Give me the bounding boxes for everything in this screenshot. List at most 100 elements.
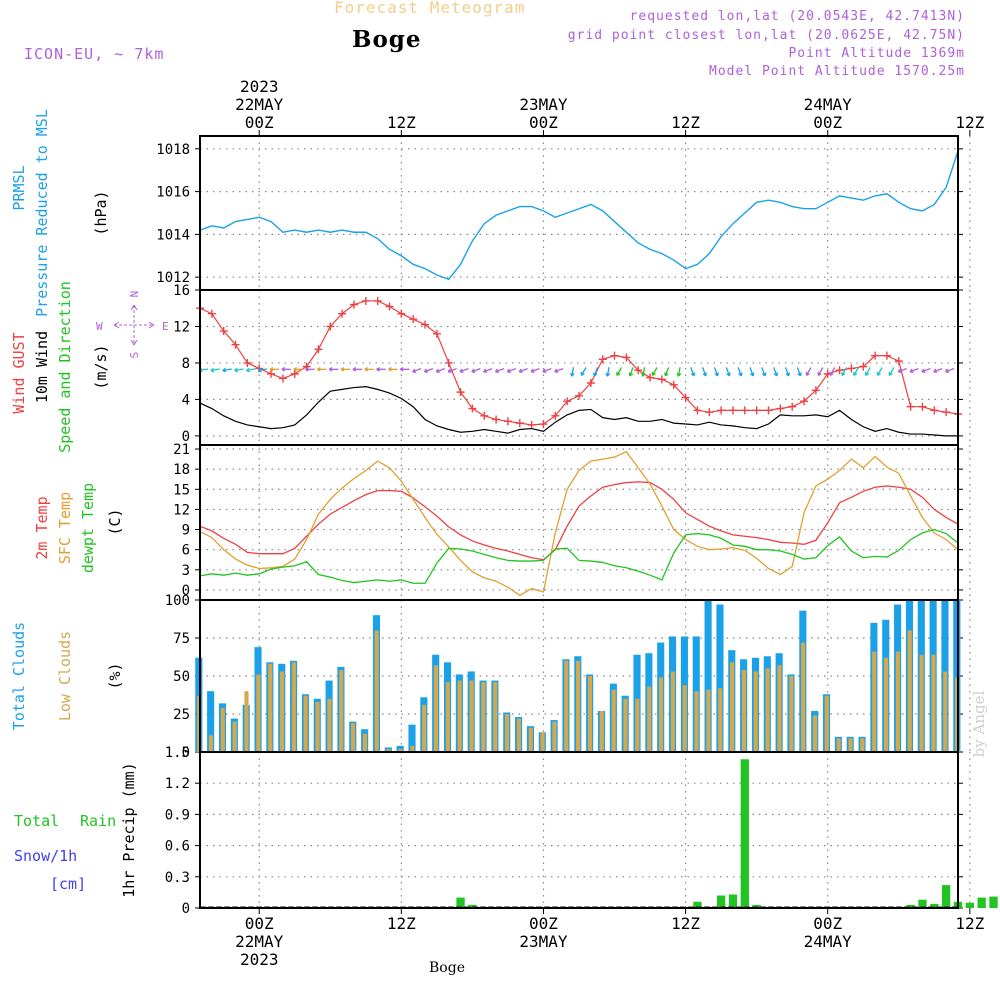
y-tick-label: 100 [165,593,190,609]
gust-marker [847,364,856,373]
requested-coords: requested lon,lat (20.0543E, 42.7413N) [629,9,965,24]
wind-direction-arrowhead [269,366,274,372]
gust-marker [586,379,595,387]
axis-label: 2m Temp [33,496,51,559]
gust-marker [669,380,678,389]
wind-direction-arrow [459,367,469,373]
wind-direction-arrowhead [459,368,464,374]
wind-direction-arrowhead [245,367,250,373]
low-cloud-bar [528,727,533,752]
wind-direction-arrowhead [841,371,846,376]
wind-direction-arrow [888,367,895,376]
low-cloud-bar [268,663,273,752]
wind-direction-arrow [210,368,220,372]
total-cloud-bar [953,600,961,752]
gust-marker [468,404,477,413]
wind-direction-arrow [749,367,754,377]
gust-marker [776,404,785,413]
rain-bar [977,897,986,908]
gust-marker [480,411,489,420]
wind-direction-arrowhead [435,368,440,374]
wind-direction-arrow [876,367,883,376]
y-tick-label: 75 [173,631,190,647]
axis-label: (hPa) [92,190,110,235]
low-cloud-bar [682,685,687,752]
axis-label: Pressure Reduced to MSL [33,109,51,317]
gust-marker [634,366,643,375]
wind-direction-arrowhead [388,366,392,372]
gust-marker [326,322,335,331]
low-cloud-bar [208,735,214,752]
low-cloud-bar [765,668,770,752]
gust-marker [231,340,240,349]
gust-marker [906,402,915,411]
wind-direction-arrowhead [305,366,309,372]
wind-direction-arrow [629,367,634,377]
wind-direction-arrow [258,368,268,372]
wind-direction-arrow [571,367,575,377]
wind-direction-arrow [737,367,742,377]
wind-direction-arrow [829,367,836,376]
panel-1-frame [199,135,959,291]
wind-direction-arrow [412,367,422,373]
axis-label: (m/s) [92,344,110,389]
low-cloud-bar [516,718,521,752]
bottom-time-label: 2023 [240,950,279,969]
axis-label: (C) [106,508,124,535]
y-tick-label: 3 [182,563,190,579]
low-cloud-bar [670,671,675,752]
low-cloud-bar [351,723,356,752]
wind-direction-arrow [909,367,919,373]
wind-direction-arrow [713,367,719,377]
gust-marker [563,397,572,406]
rain-bar [740,759,749,908]
gust-marker [752,406,761,415]
wind-direction-arrowhead [797,372,802,377]
gust-marker [717,406,726,415]
wind-direction-arrow [784,367,790,377]
panel-2-frame [199,289,959,446]
rain-bar [942,885,951,908]
low-cloud-bar [848,738,853,752]
low-cloud-bar [777,665,782,752]
wind-direction-arrowhead [412,368,417,374]
total-cloud-bar [704,600,712,752]
wind-direction-arrowhead [530,368,535,374]
y-tick-label: 0.3 [165,870,190,886]
axis-label: PRMSL [10,165,28,210]
wind-direction-arrowhead [829,371,834,376]
axis-label: Speed and Direction [56,281,74,453]
total-cloud-bar [207,691,215,752]
bottom-time-label: 00Z [245,914,274,933]
top-time-label: 12Z [955,113,984,132]
wind-direction-arrowhead [651,371,656,376]
low-cloud-bar [339,669,344,752]
precip-total-label: Total [14,812,59,830]
wind-direction-arrowhead [933,368,938,374]
compass-e: E [162,320,169,333]
top-time-label: 24MAY [804,95,853,114]
model-altitude: Model Point Altitude 1570.25m [709,64,965,79]
wind-direction-arrowhead [593,372,598,377]
total-cloud-bar [716,604,724,752]
wind-direction-arrowhead [664,372,669,377]
wind-direction-arrowhead [494,368,499,374]
bottom-time-label: 00Z [813,914,842,933]
wind-direction-arrowhead [853,371,858,376]
gust-marker [207,309,216,318]
wind-direction-arrowhead [676,372,682,377]
low-cloud-bar [232,721,237,752]
axis-label: 10m Wind [33,331,51,403]
y-tick-label: 21 [173,442,190,458]
wind-direction-arrowhead [876,371,881,376]
gust-marker [409,315,418,324]
y-tick-label: 0 [182,745,190,761]
low-cloud-bar [812,715,818,752]
gust-marker [859,362,868,371]
wind-direction-arrow [642,367,646,377]
compass-w: W [96,320,103,333]
low-cloud-bar [327,698,332,752]
rain-bar [906,904,915,908]
low-cloud-bar [611,689,616,752]
y-tick-label: 1014 [156,227,190,243]
